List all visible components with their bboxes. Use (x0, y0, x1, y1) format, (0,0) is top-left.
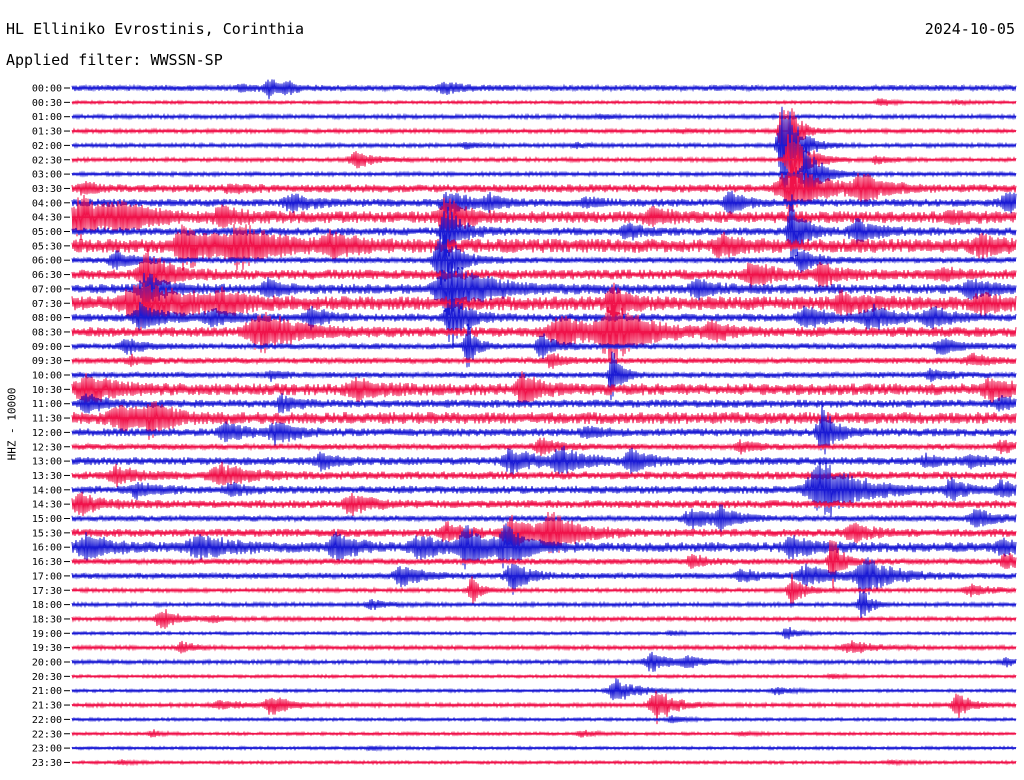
row-time-label: 22:30 (32, 729, 62, 740)
trace-line (71, 323, 1017, 368)
filter-label: Applied filter: WWSSN-SP (6, 51, 223, 69)
row-time-label: 14:00 (32, 485, 62, 496)
row-time-label: 13:30 (32, 471, 62, 482)
row-time-label: 20:00 (32, 658, 62, 669)
row-time-label: 22:00 (32, 715, 62, 726)
row-time-label: 20:30 (32, 672, 62, 683)
trace-line (71, 690, 1017, 725)
trace-line (71, 194, 1017, 240)
row-time-label: 10:00 (32, 371, 62, 382)
row-time-label: 04:30 (32, 213, 62, 224)
row-time-label: 23:00 (32, 744, 62, 755)
trace-line (71, 640, 1017, 654)
row-time-label: 02:00 (32, 141, 62, 152)
trace-line (71, 540, 1017, 589)
trace-line (71, 403, 1017, 455)
row-time-label: 06:30 (32, 270, 62, 281)
trace-line (71, 248, 1017, 300)
row-time-label: 00:00 (32, 84, 62, 95)
row-time-label: 16:00 (32, 543, 62, 554)
trace-line (71, 678, 1017, 701)
station-title: HL Elliniko Evrostinis, Corinthia (6, 20, 305, 38)
row-time-label: 16:30 (32, 557, 62, 568)
row-time-label: 08:00 (32, 313, 62, 324)
row-time-label: 09:00 (32, 342, 62, 353)
row-time-label: 07:30 (32, 299, 62, 310)
row-time-label: 15:00 (32, 514, 62, 525)
trace-line (71, 457, 1017, 517)
row-time-label: 18:00 (32, 600, 62, 611)
row-time-label: 08:30 (32, 327, 62, 338)
row-time-label: 18:30 (32, 614, 62, 625)
row-time-label: 13:00 (32, 457, 62, 468)
trace-line (71, 79, 1017, 100)
row-time-label: 12:00 (32, 428, 62, 439)
row-time-label: 19:00 (32, 629, 62, 640)
trace-line (71, 400, 1017, 440)
trace-line (71, 461, 1017, 488)
trace-line (71, 282, 1017, 331)
row-time-label: 21:00 (32, 686, 62, 697)
trace-line (71, 166, 1017, 213)
row-time-label: 17:30 (32, 586, 62, 597)
trace-line (71, 445, 1017, 476)
row-time-label: 06:00 (32, 256, 62, 267)
row-time-label: 12:30 (32, 442, 62, 453)
row-time-label: 14:30 (32, 500, 62, 511)
row-time-label: 15:30 (32, 528, 62, 539)
row-time-label: 11:30 (32, 414, 62, 425)
date-label: 2024-10-05 (924, 20, 1015, 38)
trace-line (71, 224, 1017, 271)
row-time-label: 11:00 (32, 399, 62, 410)
row-time-label: 05:30 (32, 241, 62, 252)
row-time-label: 02:30 (32, 155, 62, 166)
trace-line (71, 590, 1017, 619)
row-time-label: 21:30 (32, 701, 62, 712)
row-time-label: 19:30 (32, 643, 62, 654)
row-time-label: 09:30 (32, 356, 62, 367)
trace-line (71, 287, 1017, 348)
row-time-label: 03:00 (32, 170, 62, 181)
trace-line (71, 491, 1017, 517)
row-time-label: 10:30 (32, 385, 62, 396)
row-time-label: 17:00 (32, 571, 62, 582)
row-time-label: 03:30 (32, 184, 62, 195)
row-time-label: 07:00 (32, 284, 62, 295)
row-time-label: 00:30 (32, 98, 62, 109)
row-time-label: 01:30 (32, 127, 62, 138)
row-time-label: 01:00 (32, 112, 62, 123)
row-time-label: 23:30 (32, 758, 62, 769)
row-time-label: 05:00 (32, 227, 62, 238)
row-time-label: 04:00 (32, 198, 62, 209)
trace-line (71, 371, 1017, 408)
